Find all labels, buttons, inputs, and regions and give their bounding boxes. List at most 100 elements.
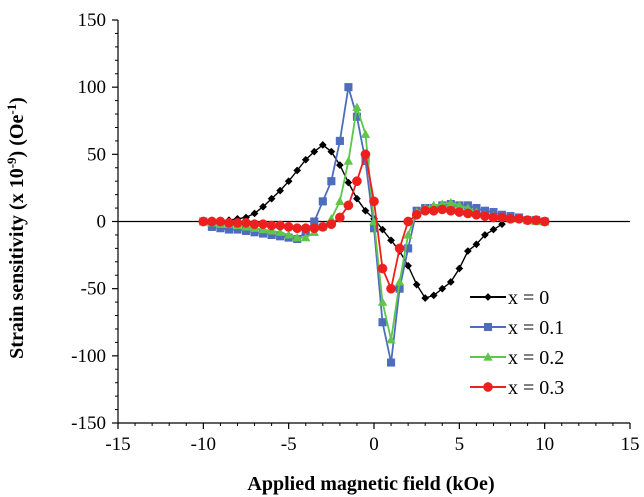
- data-point: [207, 216, 217, 227]
- y-tick-label: 0: [97, 212, 107, 233]
- data-point: [412, 280, 421, 289]
- data-point: [335, 196, 345, 206]
- data-point: [455, 264, 464, 273]
- x-tick-label: -15: [105, 434, 130, 455]
- data-point: [394, 277, 405, 286]
- y-axis-title: Strain sensitivity (x 10-9) (Oe-1): [4, 97, 28, 359]
- data-point: [258, 219, 268, 230]
- data-point: [522, 215, 533, 226]
- y-tick-label: -50: [81, 279, 106, 300]
- data-point: [276, 186, 285, 195]
- series-3: [198, 149, 550, 294]
- data-point: [463, 247, 472, 256]
- data-point: [463, 208, 473, 219]
- legend: x = 0 x = 0.1 x = 0.2 x = 0.3: [470, 287, 564, 399]
- data-point: [267, 194, 276, 203]
- data-point: [215, 216, 226, 227]
- data-point: [283, 222, 294, 232]
- data-point: [344, 178, 353, 187]
- data-point: [361, 206, 370, 215]
- data-point: [360, 149, 371, 160]
- data-point: [437, 204, 448, 215]
- data-point: [309, 223, 320, 234]
- data-point: [293, 166, 302, 175]
- data-point: [249, 219, 260, 230]
- data-point: [310, 147, 319, 156]
- data-point: [327, 177, 336, 186]
- legend-swatch-marker: [483, 382, 493, 392]
- y-tick-label: -100: [71, 346, 106, 367]
- data-point: [301, 232, 311, 242]
- data-point: [387, 358, 396, 367]
- data-point: [454, 207, 465, 217]
- data-point: [438, 284, 447, 293]
- data-point: [352, 176, 362, 187]
- data-point: [344, 83, 353, 92]
- y-axis-title-sup1: -9: [4, 157, 19, 168]
- data-point: [352, 102, 362, 112]
- data-point: [283, 230, 294, 239]
- data-point: [335, 136, 344, 145]
- data-point: [403, 216, 413, 227]
- data-point: [386, 283, 396, 294]
- x-tick-label: -5: [281, 434, 297, 455]
- y-tick-label: -150: [71, 413, 106, 434]
- data-point: [377, 297, 388, 306]
- data-point: [317, 222, 328, 232]
- data-point: [429, 291, 438, 300]
- y-axis-title-part2: ) (Oe: [6, 115, 28, 158]
- data-point: [301, 155, 310, 164]
- legend-entry: x = 0.1: [470, 317, 564, 339]
- data-point: [300, 223, 311, 234]
- data-point: [505, 213, 516, 224]
- x-axis-title: Applied magnetic field (kOe): [247, 473, 494, 495]
- data-point: [420, 205, 431, 216]
- data-point: [378, 318, 387, 327]
- legend-label: x = 0.2: [508, 347, 564, 369]
- data-point: [387, 236, 396, 245]
- data-point: [266, 220, 277, 231]
- data-point: [275, 227, 285, 236]
- y-axis-title-part1: Strain sensitivity (x 10: [6, 168, 28, 359]
- legend-swatch-marker: [484, 293, 492, 301]
- data-point: [446, 277, 455, 286]
- data-point: [343, 156, 354, 165]
- data-point: [318, 140, 327, 149]
- data-point: [258, 224, 268, 234]
- data-point: [404, 261, 413, 270]
- data-point: [480, 230, 489, 239]
- data-point: [421, 294, 430, 303]
- y-tick-label: 150: [78, 10, 107, 31]
- data-point: [292, 223, 303, 234]
- data-point: [489, 225, 498, 234]
- data-point: [514, 213, 524, 224]
- data-point: [539, 216, 550, 227]
- x-tick-label: 5: [455, 434, 465, 455]
- x-tick-label: 10: [535, 434, 554, 455]
- series-layer: [198, 83, 550, 367]
- legend-label: x = 0: [508, 287, 549, 309]
- y-tick-label: 50: [87, 144, 106, 165]
- data-point: [250, 209, 259, 218]
- data-point: [352, 194, 361, 203]
- data-point: [224, 217, 234, 228]
- data-point: [266, 226, 277, 235]
- data-point: [378, 225, 387, 234]
- data-point: [326, 219, 337, 230]
- data-point: [335, 161, 344, 170]
- data-point: [480, 211, 490, 221]
- legend-swatch-marker: [483, 352, 493, 361]
- data-point: [327, 147, 336, 156]
- data-point: [360, 129, 371, 138]
- x-tick-label: 15: [621, 434, 640, 455]
- y-tick-label: 100: [78, 77, 107, 98]
- legend-label: x = 0.1: [508, 317, 564, 339]
- data-point: [488, 212, 499, 223]
- y-axis-title-part3: ): [6, 97, 28, 104]
- data-point: [445, 205, 456, 216]
- data-point: [497, 212, 507, 223]
- legend-entry: x = 0.2: [470, 347, 564, 369]
- y-axis-title-sup2: -1: [4, 104, 19, 115]
- legend-swatch-marker: [483, 322, 493, 332]
